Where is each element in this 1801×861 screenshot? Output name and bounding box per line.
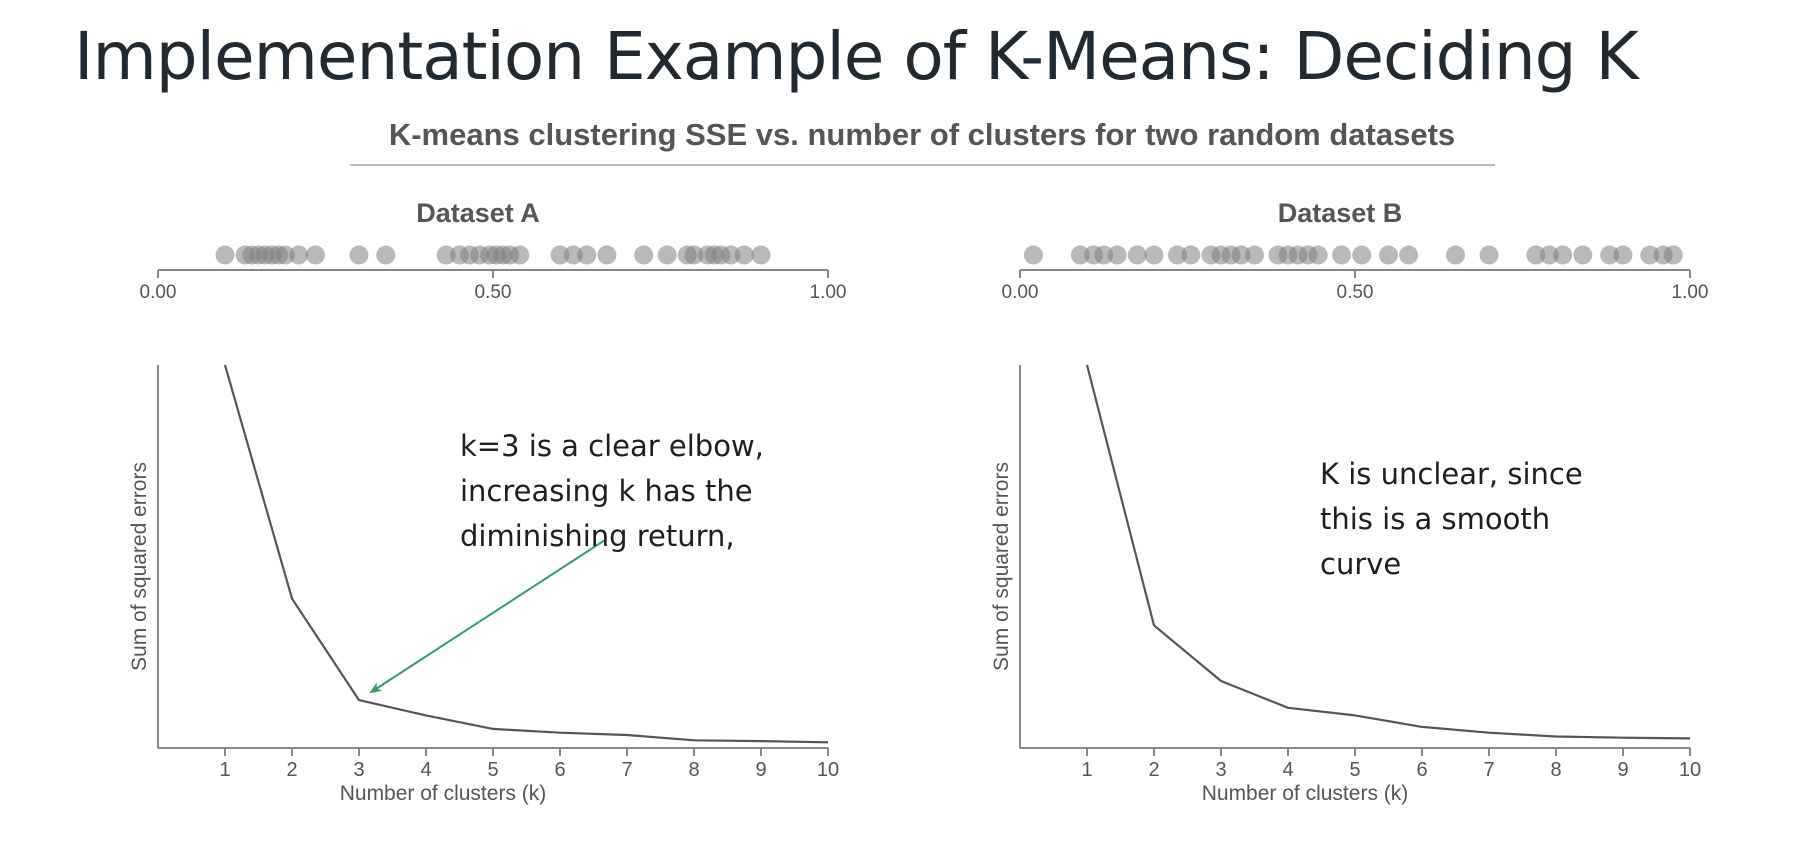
strip-point (1332, 245, 1352, 265)
annotation-line: this is a smooth (1320, 502, 1551, 536)
annotation-dataset-a: k=3 is a clear elbow, increasing k has t… (460, 424, 764, 559)
strip-point (684, 245, 704, 265)
strip-point (305, 245, 325, 265)
annotation-arrow (369, 539, 606, 694)
strip-point (1070, 245, 1090, 265)
x-tick-label: 6 (1416, 759, 1427, 781)
strip-point (275, 245, 295, 265)
strip-point (1399, 245, 1419, 265)
y-axis-label: Sum of squared errors (128, 462, 151, 671)
x-tick-label: 7 (1483, 759, 1494, 781)
strip-point (1663, 245, 1683, 265)
x-tick-label: 10 (1679, 759, 1701, 781)
strip-tick-label: 1.00 (1672, 282, 1709, 303)
strip-point (734, 245, 754, 265)
x-tick-label: 2 (1148, 759, 1159, 781)
strip-point (751, 245, 771, 265)
strip-point (1023, 245, 1043, 265)
strip-point (376, 245, 396, 265)
y-axis-label: Sum of squared errors (990, 462, 1013, 671)
strip-tick-label: 0.00 (140, 282, 177, 303)
strip-point (1144, 245, 1164, 265)
strip-point (1553, 245, 1573, 265)
strip-point (721, 245, 741, 265)
x-tick-label: 5 (487, 759, 498, 781)
strip-point (1379, 245, 1398, 265)
x-tick-label: 2 (286, 759, 297, 781)
annotation-line: k=3 is a clear elbow, (460, 429, 764, 463)
strip-point (436, 245, 456, 265)
strip-point (1539, 245, 1559, 265)
strip-point (1245, 245, 1264, 265)
strip-point (1352, 245, 1372, 265)
strip-point (1181, 245, 1201, 265)
panel-name: Dataset A (416, 198, 540, 228)
x-tick-label: 4 (420, 759, 431, 781)
strip-point (1573, 245, 1593, 265)
strip-point (1613, 245, 1633, 265)
annotation-dataset-b: K is unclear, since this is a smooth cur… (1320, 452, 1583, 587)
strip-point (349, 245, 369, 265)
annotation-line: curve (1320, 547, 1402, 581)
strip-point (597, 245, 617, 265)
x-tick-label: 9 (755, 759, 766, 781)
panel-dataset-b: Dataset B 0.00 0.50 1.00 1 2 3 4 5 6 7 8 9 10 Number o… (990, 198, 1708, 805)
slide-title: Implementation Example of K-Means: Decid… (74, 18, 1639, 95)
strip-point (1640, 245, 1660, 265)
strip-point (1526, 245, 1546, 265)
strip-point (510, 245, 530, 265)
strip-point (1107, 245, 1127, 265)
strip-tick-label: 0.00 (1002, 282, 1039, 303)
x-tick-label: 4 (1282, 759, 1293, 781)
strip-point (577, 245, 597, 265)
x-tick-label: 10 (817, 759, 839, 781)
annotation-line: K is unclear, since (1320, 457, 1583, 491)
strip-point (657, 245, 677, 265)
strip-point (550, 245, 570, 265)
x-tick-label: 1 (1081, 759, 1092, 781)
x-tick-label: 9 (1617, 759, 1628, 781)
strip-point (1231, 245, 1251, 265)
series-line (223, 364, 829, 744)
annotation-line: increasing k has the (460, 474, 753, 508)
strip-point (1479, 245, 1499, 265)
chart-title: K-means clustering SSE vs. number of clu… (389, 117, 1455, 152)
strip-point (1308, 245, 1328, 265)
series-line (1085, 364, 1691, 740)
panel-name: Dataset B (1278, 198, 1403, 228)
x-tick-label: 8 (1550, 759, 1561, 781)
x-tick-label: 6 (554, 759, 565, 781)
x-tick-label: 5 (1349, 759, 1360, 781)
x-tick-label: 3 (353, 759, 364, 781)
x-tick-label: 8 (688, 759, 699, 781)
strip-point (563, 245, 583, 265)
strip-point (215, 245, 235, 265)
annotation-line: diminishing return, (460, 519, 735, 553)
strip-point (1446, 245, 1465, 265)
strip-point (1600, 245, 1620, 265)
panel-dataset-a: Dataset A 0.00 0.50 1.00 1 2 3 4 5 6 7 8 9 10 Number o… (128, 198, 846, 805)
x-axis-label: Number of clusters (k) (1202, 782, 1409, 805)
strip-tick-label: 1.00 (810, 282, 847, 303)
strip-point (289, 245, 309, 265)
strip-point (1094, 245, 1114, 265)
x-tick-label: 1 (219, 759, 230, 781)
x-axis-label: Number of clusters (k) (340, 782, 547, 805)
strip-point (1127, 245, 1147, 265)
strip-tick-label: 0.50 (475, 282, 512, 303)
strip-point (634, 245, 654, 265)
x-tick-label: 3 (1215, 759, 1226, 781)
x-tick-label: 7 (621, 759, 632, 781)
strip-tick-label: 0.50 (1337, 282, 1374, 303)
strip-point (1167, 245, 1187, 265)
